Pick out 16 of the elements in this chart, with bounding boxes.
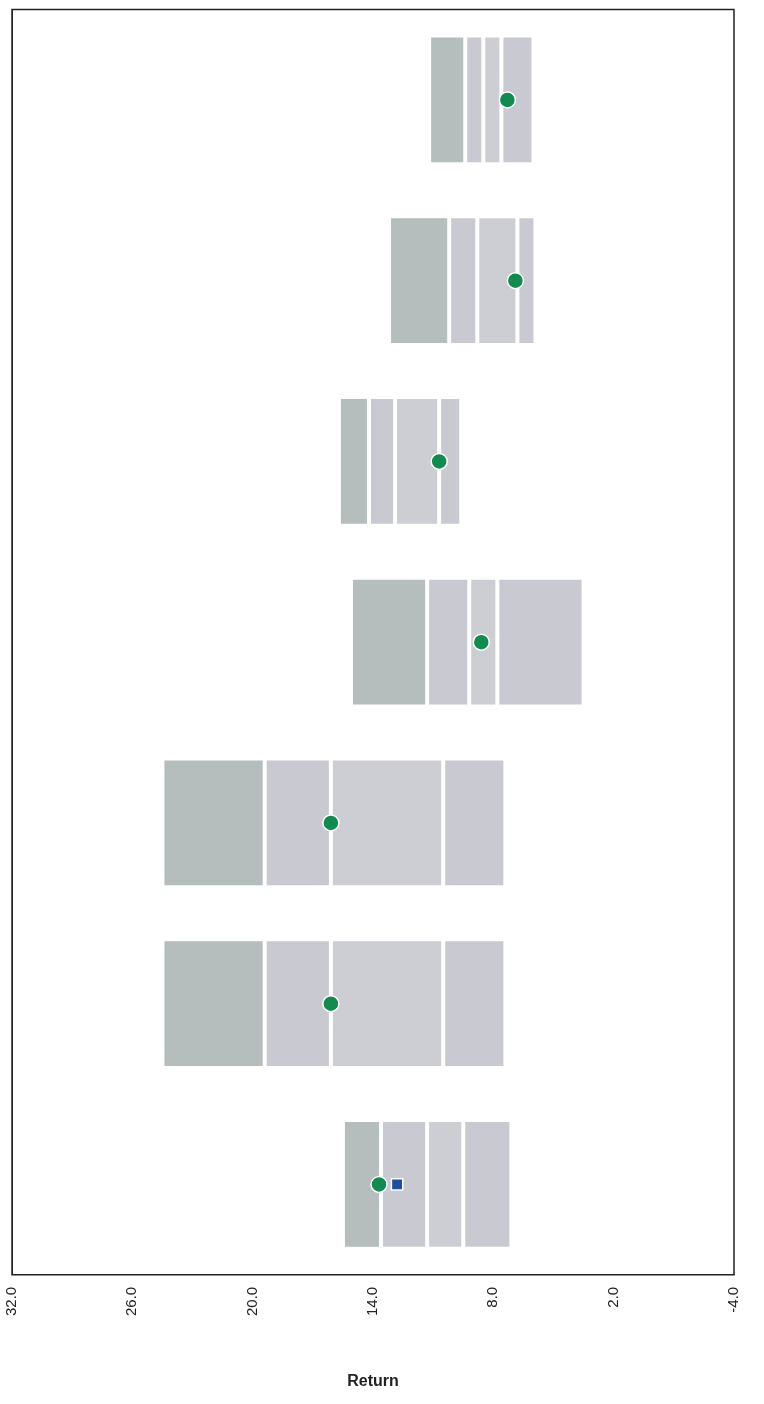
point bbox=[370, 1175, 388, 1194]
x-tick-label: 8.0 bbox=[483, 1286, 501, 1308]
x-tick-label: 2.0 bbox=[603, 1286, 621, 1308]
point bbox=[322, 814, 340, 832]
x-axis-title: Return bbox=[347, 1372, 399, 1390]
point bbox=[390, 1178, 404, 1191]
point bbox=[430, 452, 448, 471]
x-tick-label: -4.0 bbox=[724, 1286, 742, 1313]
point bbox=[506, 271, 525, 290]
x-tick-label: 26.0 bbox=[122, 1286, 140, 1317]
point bbox=[472, 633, 491, 651]
point bbox=[322, 994, 340, 1013]
point bbox=[498, 91, 517, 109]
x-tick-label: 32.0 bbox=[2, 1286, 20, 1317]
x-tick-label: 20.0 bbox=[242, 1286, 260, 1317]
x-tick-label: 14.0 bbox=[363, 1286, 381, 1317]
